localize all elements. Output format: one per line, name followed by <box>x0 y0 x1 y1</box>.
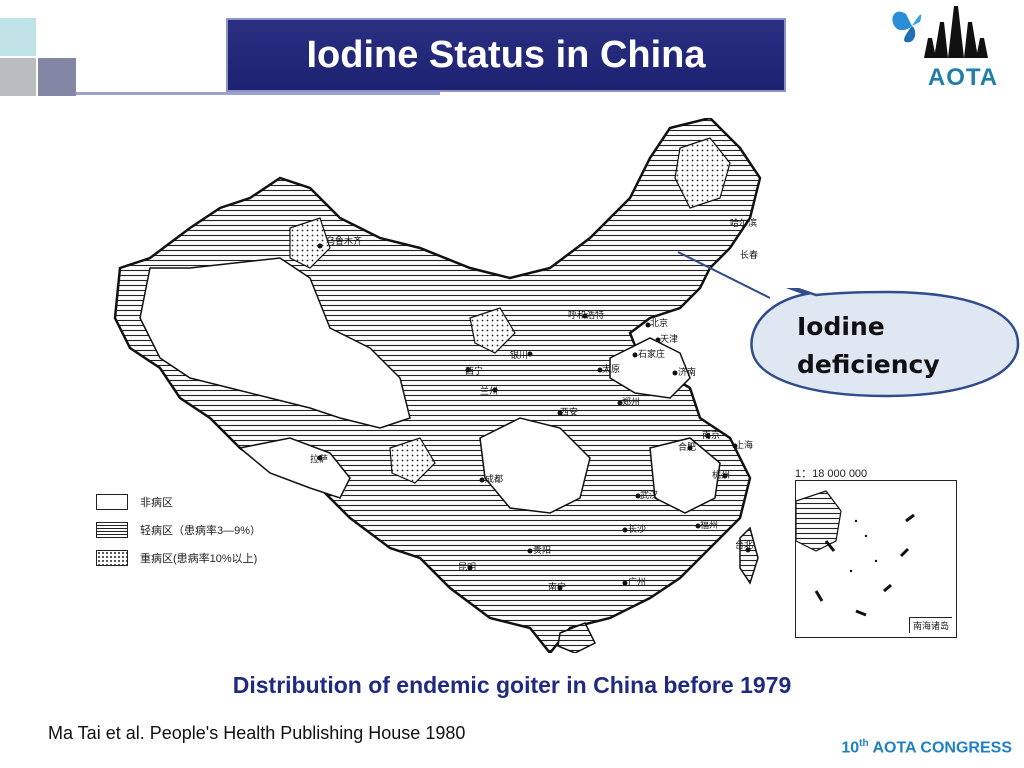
taiwan-island <box>739 526 759 585</box>
south-china-sea-inset: 南海诸岛 <box>795 480 957 638</box>
city-label: 南宁 <box>548 581 566 593</box>
city-label: 呼和浩特 <box>568 309 604 321</box>
legend-item: 重病区(患病率10%以上) <box>96 544 261 572</box>
non-endemic-region <box>609 337 691 399</box>
city-label: 石家庄 <box>638 348 665 360</box>
city-label: 天津 <box>660 334 678 345</box>
map-scale: 1：18 000 000 <box>795 468 868 480</box>
non-endemic-region <box>479 417 591 514</box>
logo-text: AOTA <box>927 64 999 91</box>
city-label: 西安 <box>560 406 578 418</box>
legend-label: 重病区(患病率10%以上) <box>140 553 258 565</box>
city-label: 拉萨 <box>310 453 328 465</box>
butterfly-icon <box>892 11 922 43</box>
legend-swatch-hatched <box>96 522 128 538</box>
inset-map <box>795 490 915 617</box>
severe-endemic-region <box>389 437 436 484</box>
non-endemic-region <box>139 257 411 429</box>
city-label: 银川 <box>510 349 528 361</box>
city-label: 合肥 <box>678 441 696 453</box>
source-citation: Ma Tai et al. People's Health Publishing… <box>48 723 466 743</box>
city-label: 南京 <box>702 429 720 441</box>
title-underline <box>76 92 440 95</box>
hainan-island <box>557 622 597 653</box>
callout-line-2: deficiency <box>797 350 940 379</box>
severe-endemic-region <box>289 217 331 269</box>
footer-suffix: th <box>859 738 869 749</box>
china-goiter-map: 乌鲁木齐 哈尔滨 长春 呼和浩特 北京 天津 石家庄 银川 西宁 太原 济南 兰… <box>113 118 770 653</box>
footer-text: AOTA CONGRESS <box>872 739 1012 757</box>
severe-endemic-region <box>674 137 731 209</box>
city-label: 广州 <box>628 576 646 588</box>
callout-pointer <box>677 251 770 299</box>
pagoda-icon <box>924 6 988 58</box>
city-label: 郑州 <box>622 396 640 408</box>
city-label: 太原 <box>602 363 620 375</box>
city-label: 成都 <box>485 473 503 485</box>
city-label: 兰州 <box>480 385 498 397</box>
legend-label: 轻病区（患病率3—9%） <box>140 525 262 537</box>
footer-number: 10 <box>841 739 860 757</box>
decor-square <box>38 58 76 96</box>
legend-swatch-plain <box>96 494 128 510</box>
city-label: 武汉 <box>640 489 658 501</box>
city-label: 西宁 <box>465 365 483 377</box>
city-label: 乌鲁木齐 <box>326 235 362 247</box>
severe-endemic-region <box>469 307 516 354</box>
city-label: 北京 <box>650 317 668 329</box>
city-label: 福州 <box>700 519 718 531</box>
map-legend: 非病区 轻病区（患病率3—9%） 重病区(患病率10%以上) <box>96 488 261 572</box>
legend-label: 非病区 <box>140 497 173 509</box>
city-label: 台北 <box>735 539 753 551</box>
decor-square <box>0 58 36 96</box>
non-endemic-region <box>649 437 721 514</box>
city-label: 杭州 <box>712 469 730 481</box>
city-label: 昆明 <box>458 562 476 573</box>
aota-logo <box>892 6 988 58</box>
city-label: 长沙 <box>628 523 646 535</box>
legend-item: 非病区 <box>96 488 261 516</box>
callout-text: Iodine deficiency <box>797 308 997 384</box>
legend-item: 轻病区（患病率3—9%） <box>96 516 261 544</box>
legend-swatch-dotted <box>96 550 128 566</box>
city-label: 哈尔滨 <box>730 217 757 229</box>
city-label: 济南 <box>678 366 696 378</box>
congress-footer: 10th AOTA CONGRESS <box>841 738 1012 757</box>
map-caption: Distribution of endemic goiter in China … <box>232 672 792 698</box>
city-markers <box>317 243 751 591</box>
city-label: 上海 <box>735 439 753 451</box>
inset-label: 南海诸岛 <box>908 617 952 633</box>
city-label: 贵阳 <box>533 544 551 556</box>
callout-line-1: Iodine <box>797 312 885 341</box>
iodine-deficiency-callout <box>750 288 1020 398</box>
city-label: 长春 <box>740 249 758 261</box>
decor-square <box>0 18 36 56</box>
slide-title: Iodine Status in China <box>226 18 786 92</box>
non-endemic-region <box>238 437 351 499</box>
